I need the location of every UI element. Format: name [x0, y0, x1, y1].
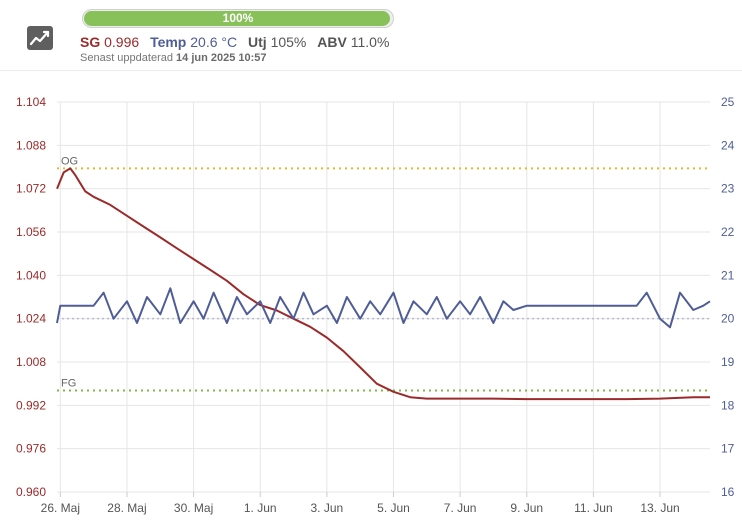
y-right-tick-label: 16: [721, 485, 735, 499]
utj-value: 105%: [270, 34, 307, 50]
line-chart-icon: [27, 26, 53, 50]
x-tick-label: 13. Jun: [640, 501, 679, 515]
x-tick-label: 11. Jun: [574, 501, 612, 515]
og-label: OG: [61, 155, 78, 167]
y-right-tick-label: 19: [721, 355, 735, 369]
y-left-tick-label: 1.072: [16, 182, 46, 196]
x-tick-label: 28. Maj: [107, 501, 146, 515]
last-updated-label: Senast uppdaterad: [80, 52, 173, 64]
y-left-tick-label: 0.960: [16, 485, 46, 499]
sg-temperature-chart: OG FG 1.104 1.088 1.072 1.056 1.040 1.024 1.008…: [16, 95, 735, 515]
abv-label: ABV: [317, 34, 347, 50]
y-left-tick-label: 1.056: [16, 225, 46, 239]
x-tick-label: 30. Maj: [174, 501, 213, 515]
y-left-tick-label: 1.088: [16, 138, 46, 152]
sg-label: SG: [80, 34, 101, 50]
y-right-tick-label: 22: [721, 225, 735, 239]
utj-label: Utj: [248, 34, 267, 50]
y-left-tick-label: 1.008: [16, 355, 46, 369]
y-left-tick-label: 1.104: [16, 95, 46, 109]
x-tick-label: 3. Jun: [311, 501, 344, 515]
y-right-tick-label: 24: [721, 138, 735, 152]
reference-lines: OG FG: [57, 155, 710, 392]
last-updated: Senast uppdaterad 14 jun 2025 10:57: [80, 52, 267, 64]
x-tick-label: 7. Jun: [444, 501, 477, 515]
sg-value: 0.996: [104, 34, 140, 50]
abv-value: 11.0%: [350, 34, 390, 50]
y-right-tick-label: 17: [721, 442, 735, 456]
progress-fill: [84, 11, 390, 26]
x-tick-label: 5. Jun: [377, 501, 410, 515]
axes: 1.104 1.088 1.072 1.056 1.040 1.024 1.008 0.992…: [16, 95, 735, 515]
y-left-tick-label: 0.976: [16, 442, 46, 456]
y-right-tick-label: 21: [721, 268, 735, 282]
sg-series-line: [56, 167, 710, 401]
y-left-tick-label: 1.024: [16, 312, 46, 326]
last-updated-value: 14 jun 2025 10:57: [176, 52, 267, 64]
header: 100% SG 0.996 Temp 20.6 °C Utj 105% ABV …: [0, 0, 742, 70]
temp-value: 20.6 °C: [190, 34, 238, 50]
y-left-tick-label: 0.992: [16, 398, 46, 412]
y-left-tick-label: 1.040: [16, 268, 46, 282]
fg-label: FG: [61, 377, 76, 389]
grid: [57, 101, 710, 493]
y-right-tick-label: 25: [721, 95, 735, 109]
y-right-tick-label: 20: [721, 312, 735, 326]
series: [56, 167, 711, 401]
x-tick-label: 9. Jun: [510, 501, 543, 515]
x-tick-label: 26. Maj: [41, 501, 80, 515]
x-tick-label: 1. Jun: [244, 501, 277, 515]
chart-area: OG FG 1.104 1.088 1.072 1.056 1.040 1.024 1.008…: [0, 70, 742, 529]
temp-label: Temp: [150, 34, 187, 50]
progress-bar: 100%: [82, 9, 394, 28]
y-right-tick-label: 18: [721, 398, 735, 412]
temp-series-line: [56, 287, 711, 329]
y-right-tick-label: 23: [721, 182, 735, 196]
progress-label: 100%: [222, 11, 254, 25]
stats-line: SG 0.996 Temp 20.6 °C Utj 105% ABV 11.0%: [80, 33, 396, 51]
